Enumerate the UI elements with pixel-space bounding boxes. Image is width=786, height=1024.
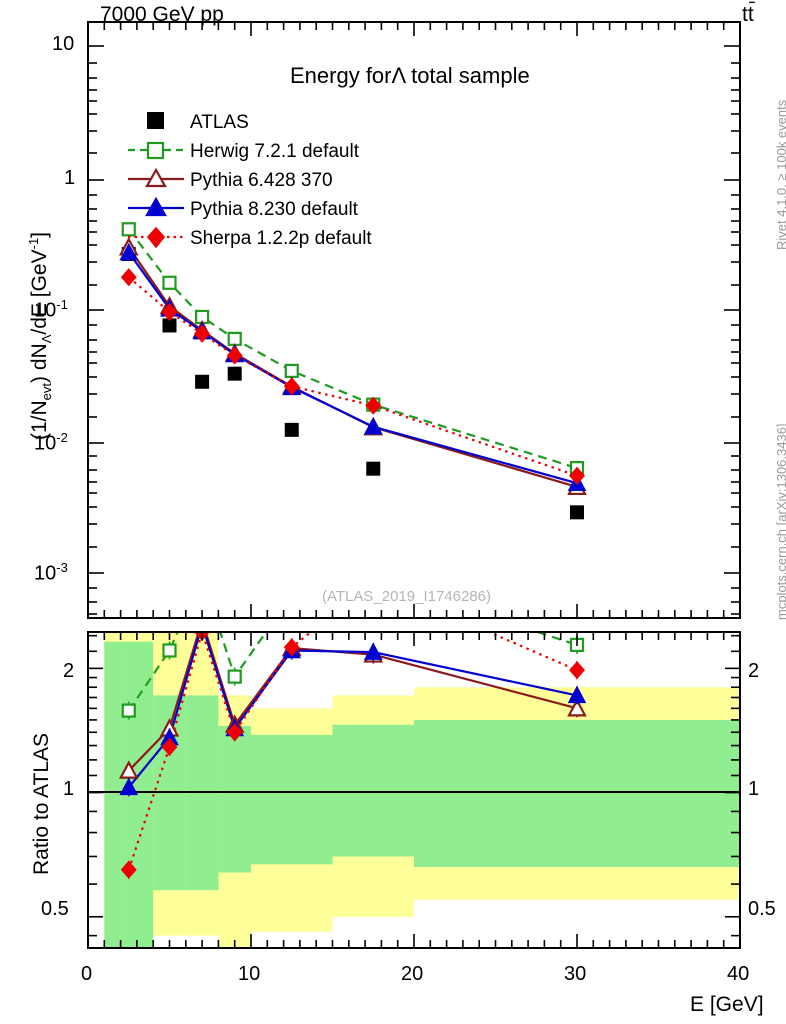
header-left-beam: 7000 GeV pp <box>100 3 224 26</box>
main-point-pythia-0 <box>119 242 139 261</box>
xtick-40: 40 <box>727 963 750 985</box>
main-point-atlas-5 <box>366 461 381 476</box>
ratio-panel-group <box>87 631 741 949</box>
ratio-point-sherpa-0 <box>120 860 137 879</box>
ratio-point-sherpa-1 <box>161 737 178 756</box>
ratio-band-green <box>332 724 414 857</box>
xtick-20: 20 <box>401 963 424 985</box>
xtick-30: 30 <box>564 963 587 985</box>
ratio-band-green <box>414 719 740 868</box>
ratio-point-herwig-0 <box>121 703 136 718</box>
main-panel-yticks <box>88 45 740 615</box>
ratio-panel-ticks <box>87 632 741 948</box>
ratio-ytick-05-left: 0.5 <box>41 898 69 920</box>
ratio-band-green <box>104 641 121 948</box>
analysis-watermark: (ATLAS_2019_I1746286) <box>322 588 492 605</box>
ratio-ytick-05-right: 0.5 <box>748 898 776 920</box>
plot-title: Energy forΛ total sample <box>290 63 530 88</box>
ratio-point-pythia-6 <box>567 685 587 704</box>
main-point-sherpa-0 <box>120 268 137 287</box>
main-point-herwig-3 <box>227 331 242 346</box>
legend-label-pythia6: Pythia 6.428 370 <box>190 170 333 191</box>
main-point-atlas-1 <box>162 318 177 333</box>
main-point-pythia-5 <box>363 417 383 435</box>
legend-label-atlas: ATLAS <box>190 112 249 133</box>
legend-marker-sherpa-diamond-icon <box>146 226 166 249</box>
ratio-point-pythia-6 <box>567 698 587 717</box>
main-panel-xticks <box>87 22 741 618</box>
legend-glyphs <box>128 112 184 249</box>
main-ytick-1e-3: 10-3 <box>34 560 68 585</box>
ratio-band-green <box>218 725 251 873</box>
header-right-process: t̄t <box>742 3 754 26</box>
main-series-group <box>118 222 587 520</box>
ratio-point-sherpa-4 <box>283 638 300 657</box>
ratio-ytick-1-left: 1 <box>63 778 75 800</box>
ratio-point-sherpa-3 <box>226 723 243 742</box>
ratio-point-herwig-3 <box>227 669 242 684</box>
ratio-ytick-2-left: 2 <box>63 660 75 682</box>
x-axis-label: E [GeV] <box>690 993 764 1016</box>
main-point-sherpa-4 <box>283 377 300 396</box>
main-point-herwig-0 <box>121 222 136 237</box>
main-point-atlas-4 <box>284 422 299 437</box>
ratio-ytick-1-right: 1 <box>748 778 760 800</box>
ratio-ytick-2-right: 2 <box>748 660 760 682</box>
main-point-sherpa-5 <box>365 396 382 415</box>
main-point-atlas-2 <box>195 374 210 389</box>
main-point-atlas-3 <box>227 366 242 381</box>
legend-marker-pythia6-triangle-open-icon <box>145 167 167 188</box>
legend-marker-pythia8-triangle-filled-icon <box>145 196 167 217</box>
ratio-series-group <box>118 632 587 879</box>
main-point-atlas-6 <box>570 505 584 520</box>
main-ytick-1e-1: 10-1 <box>34 297 68 322</box>
main-line-pythia <box>127 246 578 488</box>
ratio-point-pythia-5 <box>363 642 383 660</box>
main-point-sherpa-2 <box>194 324 211 343</box>
main-ytick-1e-2: 10-2 <box>34 430 68 455</box>
ratio-point-sherpa-6 <box>569 661 585 680</box>
ratio-band-green <box>251 734 333 865</box>
ratio-uncertainty-bands <box>104 632 740 948</box>
legend-label-pythia8: Pythia 8.230 default <box>190 199 358 220</box>
main-line-herwig <box>127 228 578 470</box>
ratio-point-pythia-0 <box>119 777 139 796</box>
legend-label-sherpa: Sherpa 1.2.2p default <box>190 228 372 249</box>
main-point-sherpa-1 <box>161 302 178 322</box>
main-point-herwig-1 <box>162 275 177 290</box>
legend-marker-atlas-square-icon <box>147 112 164 129</box>
main-point-sherpa-3 <box>226 346 243 365</box>
ratio-point-herwig-1 <box>162 643 177 658</box>
main-point-sherpa-6 <box>569 466 585 485</box>
main-line-pythia <box>127 251 578 485</box>
xtick-0: 0 <box>81 963 93 985</box>
legend-marker-herwig-square-open-icon <box>146 141 165 160</box>
main-ytick-10: 10 <box>52 33 75 55</box>
main-point-herwig-4 <box>284 363 299 378</box>
main-ytick-1: 1 <box>64 167 76 189</box>
legend-label-herwig: Herwig 7.2.1 default <box>190 141 359 162</box>
xtick-10: 10 <box>238 963 261 985</box>
